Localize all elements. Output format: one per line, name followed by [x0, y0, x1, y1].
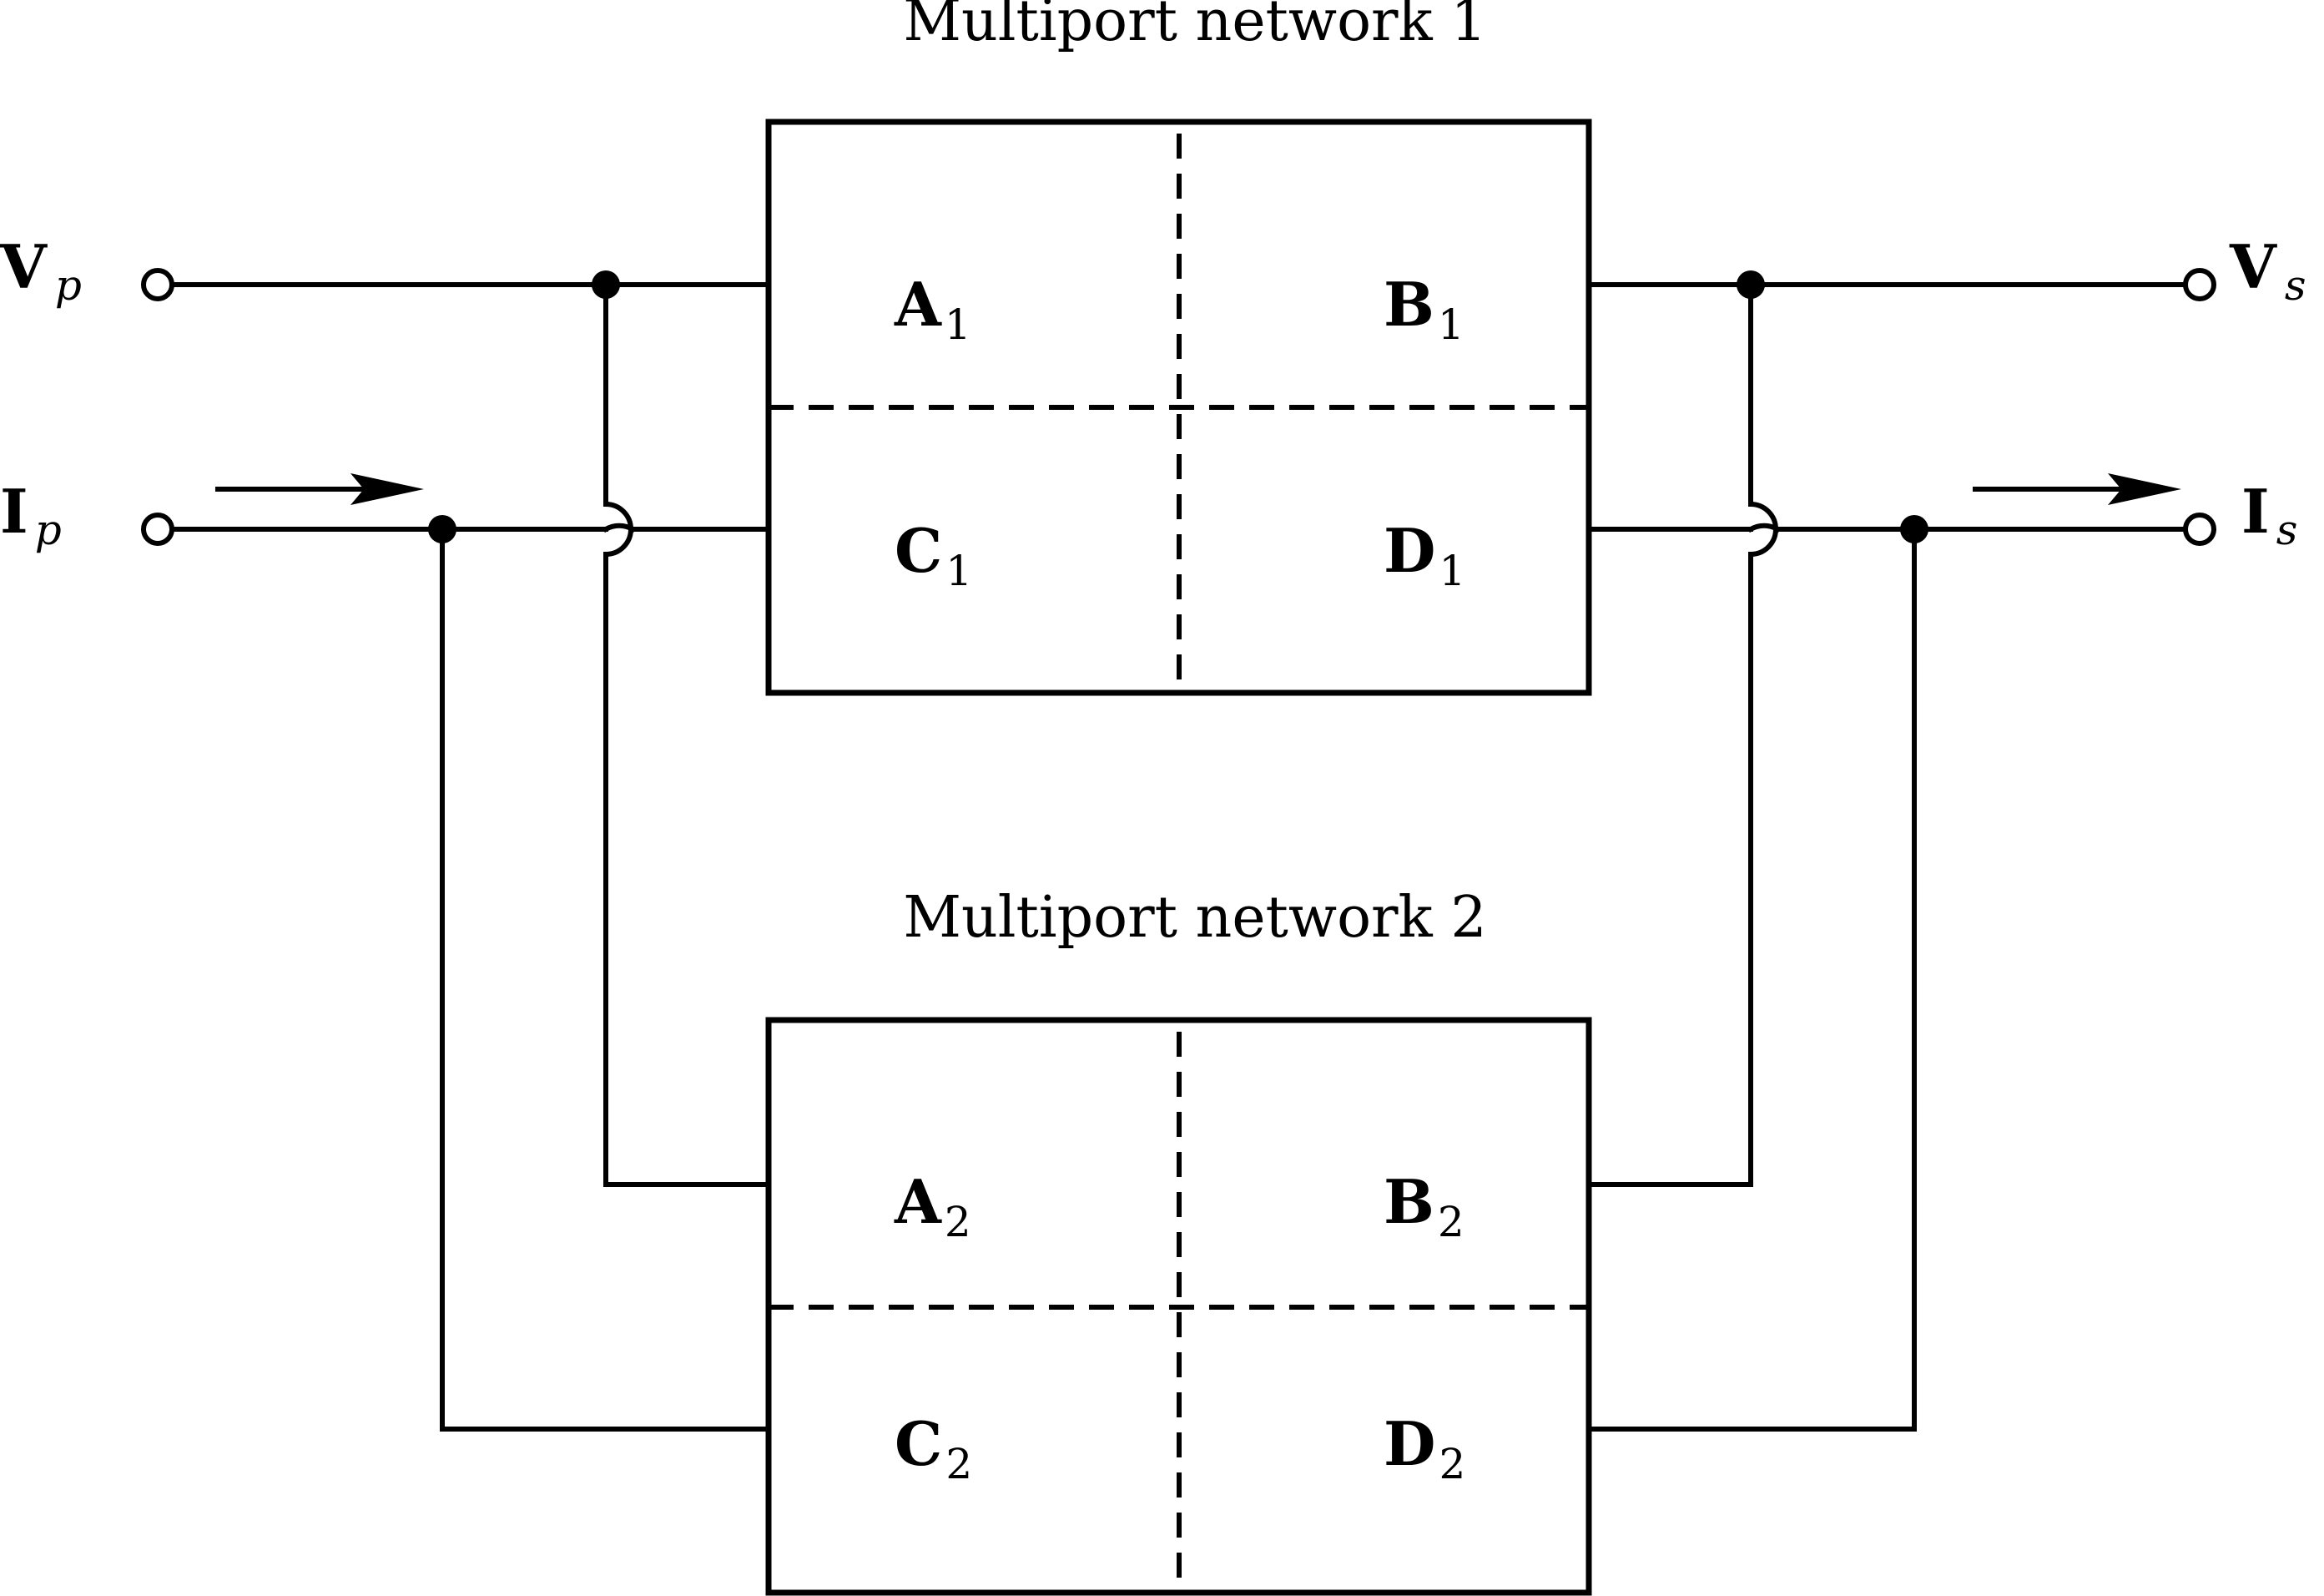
block-d1-label: D1 [1384, 515, 1465, 595]
junction-node-is [1900, 515, 1928, 543]
current-arrow-is [1973, 473, 2181, 505]
left-wiring [164, 282, 771, 1432]
network-2-box [765, 1017, 1592, 1596]
block-a1-label: A1 [894, 269, 971, 349]
block-c2-label: C2 [895, 1408, 972, 1488]
network-1-box [765, 119, 1592, 696]
junction-node-vp [592, 270, 620, 299]
block-b2-label: B2 [1384, 1166, 1464, 1246]
current-arrow-ip [215, 473, 424, 505]
junction-node-vs [1737, 270, 1765, 299]
terminal-ip [141, 513, 174, 546]
terminal-vs [2183, 268, 2216, 301]
right-wiring [1586, 282, 2189, 1432]
block-d2-label: D2 [1384, 1408, 1465, 1488]
terminal-is [2183, 513, 2216, 546]
terminal-vp [141, 268, 174, 301]
block-b1-label: B1 [1384, 269, 1464, 349]
block-a2-label: A2 [894, 1166, 971, 1246]
network-1-title: Multiport network 1 [903, 0, 1486, 54]
network-2-title: Multiport network 2 [903, 885, 1486, 951]
block-c1-label: C1 [895, 515, 972, 595]
junction-node-ip [428, 515, 456, 543]
